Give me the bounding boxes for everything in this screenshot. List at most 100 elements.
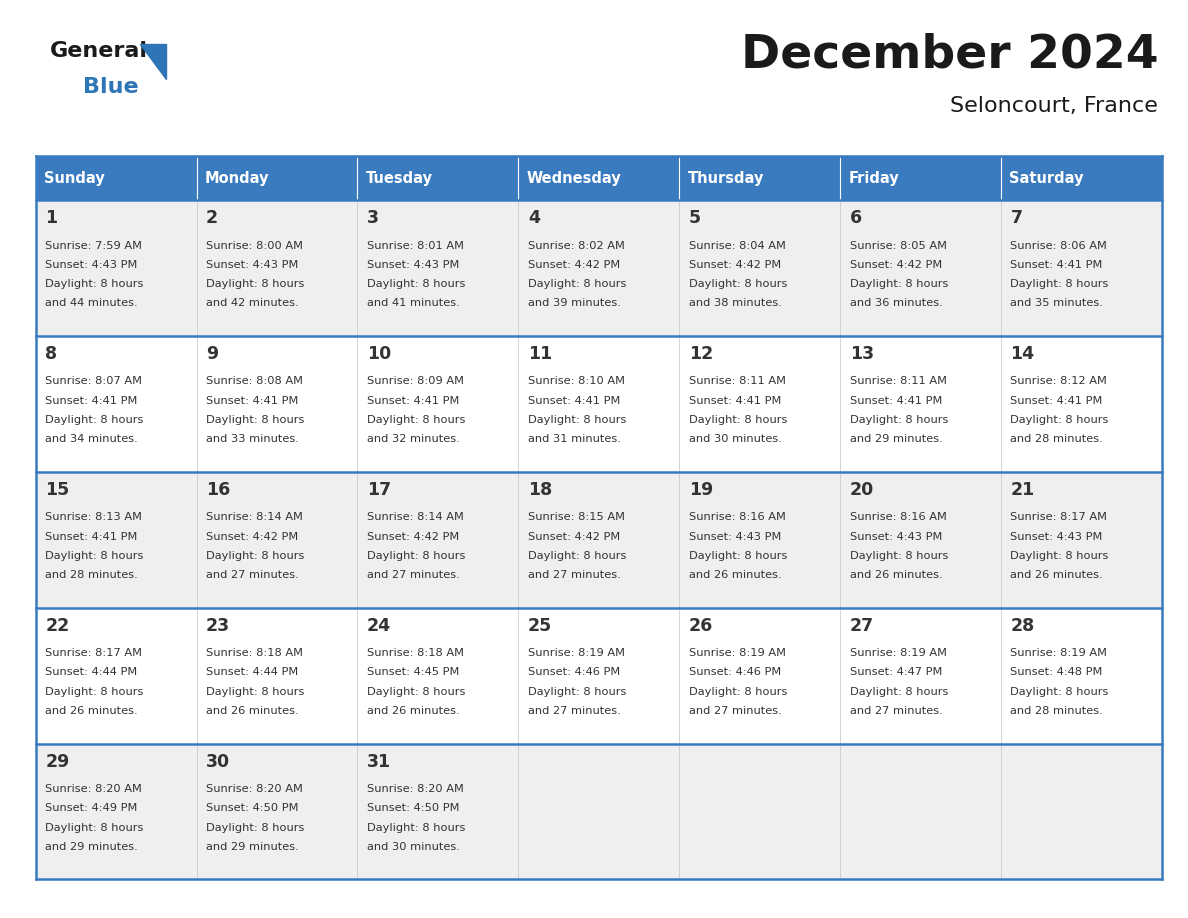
Text: Sunset: 4:42 PM: Sunset: 4:42 PM <box>367 532 460 542</box>
Text: and 31 minutes.: and 31 minutes. <box>527 434 620 444</box>
Text: and 44 minutes.: and 44 minutes. <box>45 298 138 308</box>
Text: Sunset: 4:41 PM: Sunset: 4:41 PM <box>367 396 460 406</box>
Text: 23: 23 <box>206 617 230 635</box>
Text: 17: 17 <box>367 481 391 499</box>
Text: and 26 minutes.: and 26 minutes. <box>367 706 460 716</box>
Text: 29: 29 <box>45 753 69 771</box>
Text: and 36 minutes.: and 36 minutes. <box>849 298 942 308</box>
Text: 26: 26 <box>689 617 713 635</box>
Text: Sunrise: 8:06 AM: Sunrise: 8:06 AM <box>1011 241 1107 251</box>
Text: Sunrise: 8:18 AM: Sunrise: 8:18 AM <box>206 648 303 658</box>
Text: Sunrise: 8:05 AM: Sunrise: 8:05 AM <box>849 241 947 251</box>
Text: Sunset: 4:41 PM: Sunset: 4:41 PM <box>1011 260 1102 270</box>
Text: Daylight: 8 hours: Daylight: 8 hours <box>367 551 466 561</box>
Text: Sunset: 4:42 PM: Sunset: 4:42 PM <box>206 532 298 542</box>
Text: Wednesday: Wednesday <box>526 171 621 185</box>
Text: Sunrise: 8:19 AM: Sunrise: 8:19 AM <box>849 648 947 658</box>
Text: Tuesday: Tuesday <box>366 171 432 185</box>
Text: 24: 24 <box>367 617 391 635</box>
Text: 2: 2 <box>206 209 219 228</box>
Text: Daylight: 8 hours: Daylight: 8 hours <box>527 415 626 425</box>
Text: Sunset: 4:42 PM: Sunset: 4:42 PM <box>689 260 781 270</box>
Text: Sunset: 4:43 PM: Sunset: 4:43 PM <box>206 260 298 270</box>
Text: Daylight: 8 hours: Daylight: 8 hours <box>367 687 466 697</box>
Text: Daylight: 8 hours: Daylight: 8 hours <box>367 823 466 833</box>
Text: 22: 22 <box>45 617 69 635</box>
Text: Daylight: 8 hours: Daylight: 8 hours <box>527 551 626 561</box>
Text: Sunset: 4:46 PM: Sunset: 4:46 PM <box>689 667 781 677</box>
Text: 7: 7 <box>1011 209 1023 228</box>
Text: Daylight: 8 hours: Daylight: 8 hours <box>45 279 144 289</box>
Text: Daylight: 8 hours: Daylight: 8 hours <box>206 415 304 425</box>
FancyBboxPatch shape <box>840 156 1001 200</box>
Text: Daylight: 8 hours: Daylight: 8 hours <box>367 279 466 289</box>
FancyBboxPatch shape <box>36 200 1162 336</box>
Text: Sunrise: 7:59 AM: Sunrise: 7:59 AM <box>45 241 143 251</box>
FancyBboxPatch shape <box>680 156 840 200</box>
Text: Daylight: 8 hours: Daylight: 8 hours <box>527 687 626 697</box>
Text: and 29 minutes.: and 29 minutes. <box>45 842 138 852</box>
FancyBboxPatch shape <box>36 336 1162 472</box>
Text: Daylight: 8 hours: Daylight: 8 hours <box>1011 551 1108 561</box>
Text: 19: 19 <box>689 481 713 499</box>
Text: Sunset: 4:43 PM: Sunset: 4:43 PM <box>689 532 781 542</box>
Text: and 28 minutes.: and 28 minutes. <box>45 570 138 580</box>
Text: Sunset: 4:43 PM: Sunset: 4:43 PM <box>1011 532 1102 542</box>
Text: 8: 8 <box>45 345 57 364</box>
Text: Sunrise: 8:20 AM: Sunrise: 8:20 AM <box>45 784 143 794</box>
Text: Sunset: 4:41 PM: Sunset: 4:41 PM <box>206 396 298 406</box>
Text: Sunset: 4:47 PM: Sunset: 4:47 PM <box>849 667 942 677</box>
FancyBboxPatch shape <box>1001 156 1162 200</box>
Text: Daylight: 8 hours: Daylight: 8 hours <box>45 415 144 425</box>
Text: Sunset: 4:41 PM: Sunset: 4:41 PM <box>689 396 781 406</box>
Text: and 26 minutes.: and 26 minutes. <box>689 570 782 580</box>
Text: Sunrise: 8:11 AM: Sunrise: 8:11 AM <box>849 376 947 386</box>
FancyBboxPatch shape <box>358 156 518 200</box>
Text: and 35 minutes.: and 35 minutes. <box>1011 298 1104 308</box>
Text: Daylight: 8 hours: Daylight: 8 hours <box>527 279 626 289</box>
Text: Daylight: 8 hours: Daylight: 8 hours <box>45 823 144 833</box>
Text: and 29 minutes.: and 29 minutes. <box>206 842 299 852</box>
Text: Sunset: 4:50 PM: Sunset: 4:50 PM <box>206 803 298 813</box>
Text: Sunset: 4:42 PM: Sunset: 4:42 PM <box>849 260 942 270</box>
Text: Sunrise: 8:01 AM: Sunrise: 8:01 AM <box>367 241 465 251</box>
Text: Sunset: 4:45 PM: Sunset: 4:45 PM <box>367 667 460 677</box>
Text: Sunrise: 8:17 AM: Sunrise: 8:17 AM <box>45 648 143 658</box>
Text: and 26 minutes.: and 26 minutes. <box>849 570 942 580</box>
Text: Sunrise: 8:14 AM: Sunrise: 8:14 AM <box>367 512 463 522</box>
Text: Daylight: 8 hours: Daylight: 8 hours <box>1011 415 1108 425</box>
Polygon shape <box>140 44 166 79</box>
Text: 18: 18 <box>527 481 552 499</box>
Text: Monday: Monday <box>204 171 270 185</box>
Text: Daylight: 8 hours: Daylight: 8 hours <box>206 687 304 697</box>
Text: Sunset: 4:41 PM: Sunset: 4:41 PM <box>45 396 138 406</box>
Text: and 33 minutes.: and 33 minutes. <box>206 434 299 444</box>
Text: and 26 minutes.: and 26 minutes. <box>206 706 298 716</box>
Text: Sunset: 4:44 PM: Sunset: 4:44 PM <box>206 667 298 677</box>
Text: Daylight: 8 hours: Daylight: 8 hours <box>689 415 788 425</box>
Text: 16: 16 <box>206 481 230 499</box>
Text: Daylight: 8 hours: Daylight: 8 hours <box>206 551 304 561</box>
Text: 28: 28 <box>1011 617 1035 635</box>
Text: and 27 minutes.: and 27 minutes. <box>849 706 942 716</box>
Text: and 32 minutes.: and 32 minutes. <box>367 434 460 444</box>
Text: 20: 20 <box>849 481 874 499</box>
Text: Sunrise: 8:14 AM: Sunrise: 8:14 AM <box>206 512 303 522</box>
Text: 21: 21 <box>1011 481 1035 499</box>
Text: Sunset: 4:49 PM: Sunset: 4:49 PM <box>45 803 138 813</box>
Text: 14: 14 <box>1011 345 1035 364</box>
Text: Sunrise: 8:16 AM: Sunrise: 8:16 AM <box>849 512 947 522</box>
Text: and 39 minutes.: and 39 minutes. <box>527 298 620 308</box>
Text: December 2024: December 2024 <box>740 32 1158 77</box>
Text: and 42 minutes.: and 42 minutes. <box>206 298 298 308</box>
Text: Daylight: 8 hours: Daylight: 8 hours <box>689 279 788 289</box>
Text: and 34 minutes.: and 34 minutes. <box>45 434 138 444</box>
Text: Daylight: 8 hours: Daylight: 8 hours <box>206 279 304 289</box>
Text: 4: 4 <box>527 209 539 228</box>
Text: Daylight: 8 hours: Daylight: 8 hours <box>206 823 304 833</box>
Text: Sunrise: 8:13 AM: Sunrise: 8:13 AM <box>45 512 143 522</box>
Text: Sunset: 4:48 PM: Sunset: 4:48 PM <box>1011 667 1102 677</box>
Text: 25: 25 <box>527 617 552 635</box>
Text: Sunrise: 8:00 AM: Sunrise: 8:00 AM <box>206 241 303 251</box>
Text: 12: 12 <box>689 345 713 364</box>
